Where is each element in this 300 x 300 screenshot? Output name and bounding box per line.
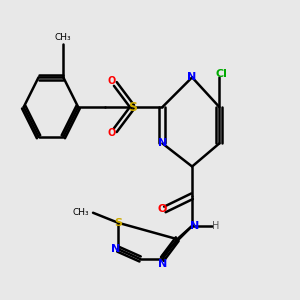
Text: CH₃: CH₃ bbox=[55, 33, 72, 42]
Text: N: N bbox=[190, 221, 199, 231]
Text: N: N bbox=[158, 138, 167, 148]
Text: O: O bbox=[158, 204, 167, 214]
Text: N: N bbox=[158, 259, 167, 269]
Text: Cl: Cl bbox=[216, 69, 228, 79]
Text: S: S bbox=[114, 218, 122, 228]
Text: O: O bbox=[107, 128, 116, 139]
Text: N: N bbox=[188, 72, 197, 82]
Text: S: S bbox=[128, 100, 137, 114]
Text: O: O bbox=[107, 76, 116, 85]
Text: H: H bbox=[212, 221, 219, 231]
Text: CH₃: CH₃ bbox=[72, 208, 89, 217]
Text: N: N bbox=[111, 244, 120, 254]
